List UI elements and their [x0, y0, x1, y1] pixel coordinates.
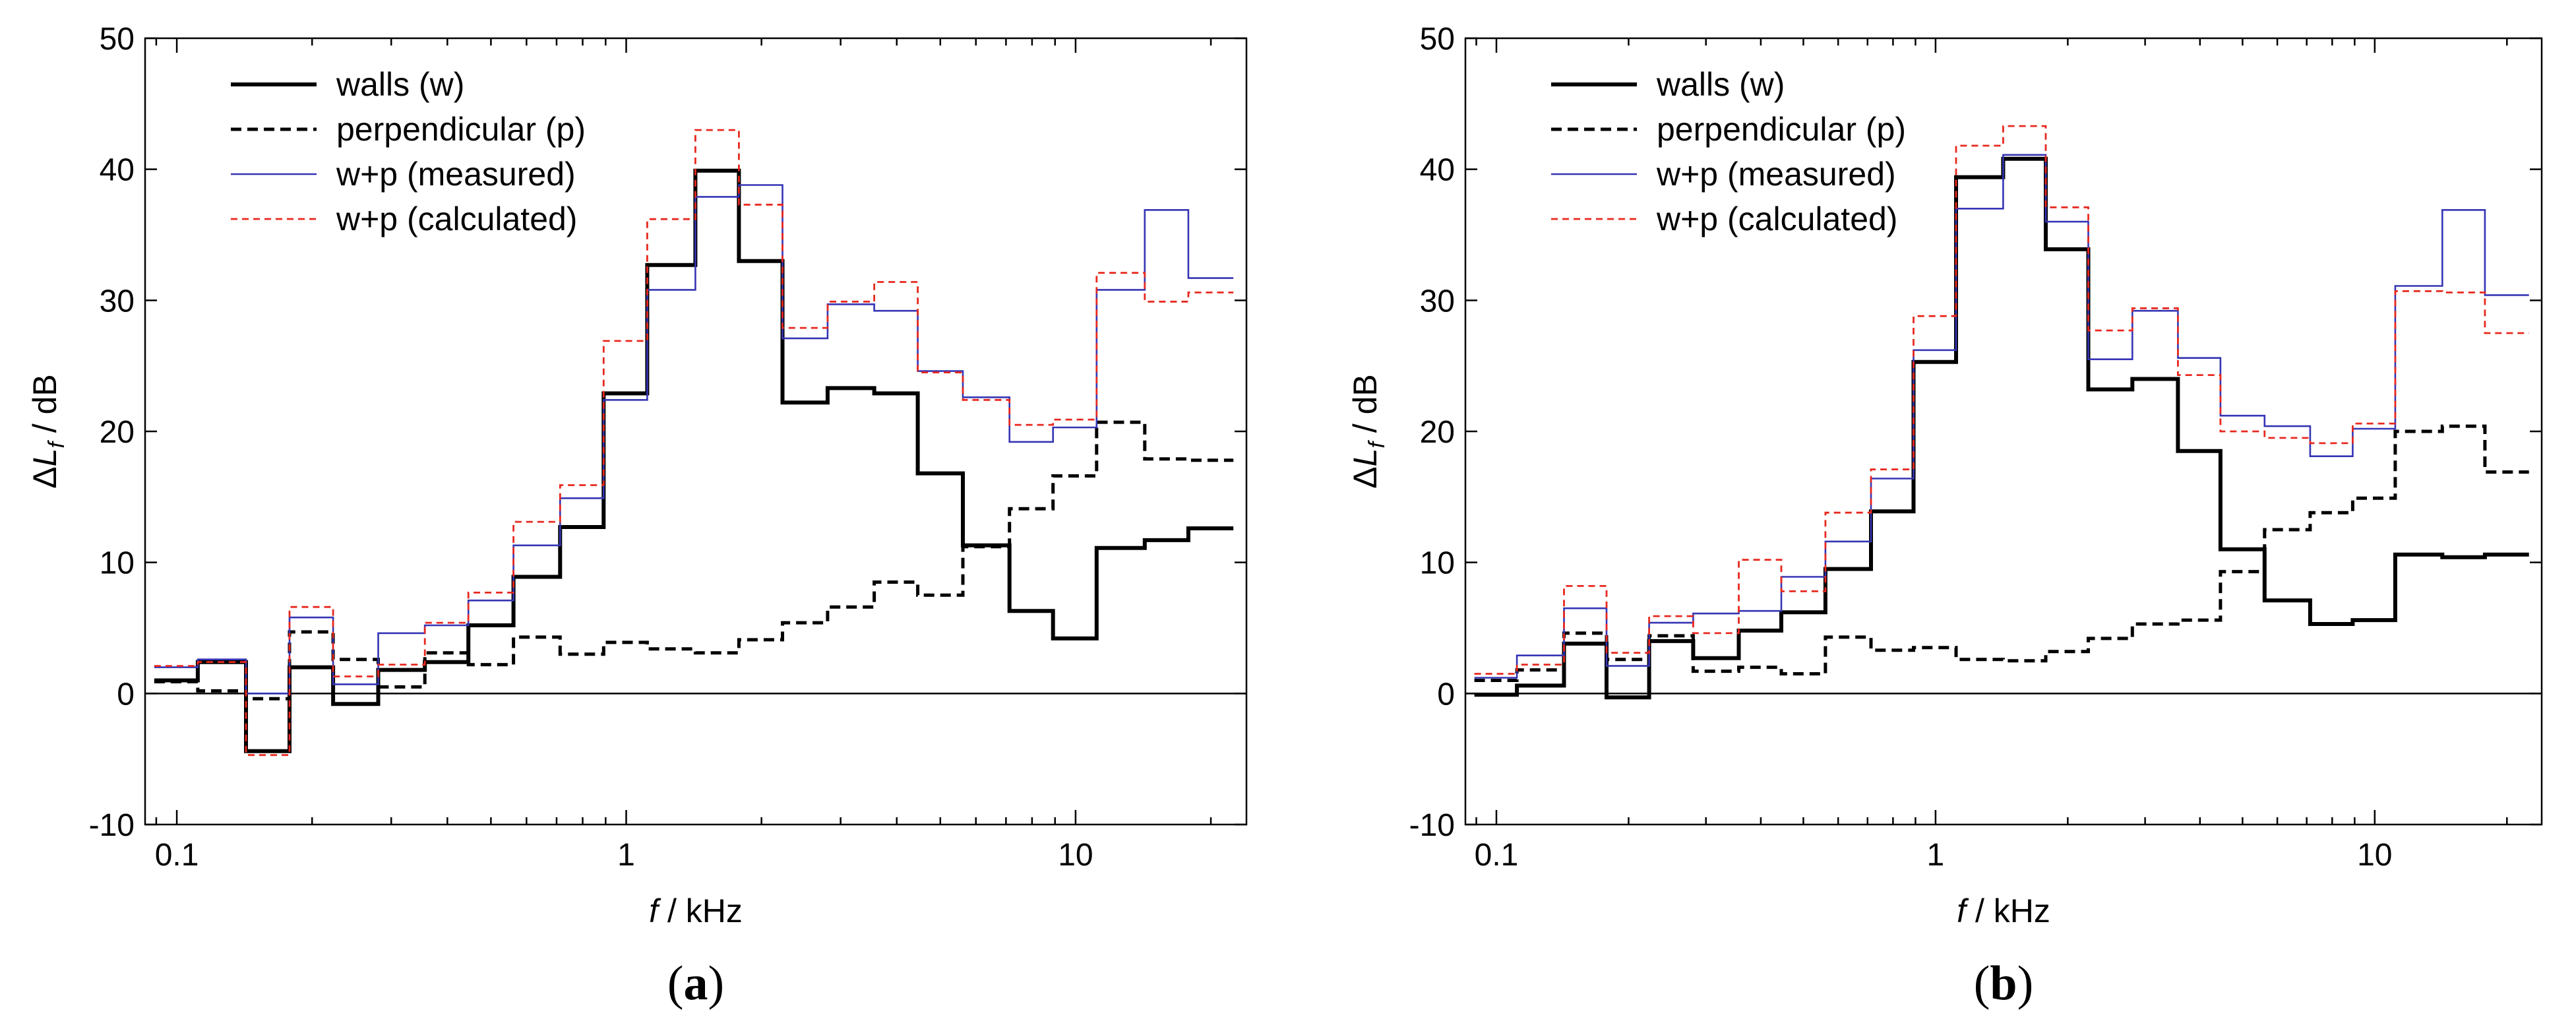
x-axis-label-unit: / kHz	[658, 892, 743, 929]
y-axis-label-variable: L	[1347, 449, 1384, 467]
legend-label-calculated: w+p (calculated)	[1656, 201, 1897, 237]
y-axis-label-unit: / dB	[26, 374, 63, 442]
legend-label-measured: w+p (measured)	[1656, 156, 1896, 193]
y-tick-label: 50	[100, 22, 135, 57]
y-axis-label: ΔLf / dB	[1347, 374, 1390, 489]
series-calculated-line	[1474, 125, 2529, 675]
series-measured-line	[154, 184, 1234, 695]
x-tick-label: 1	[1927, 838, 1945, 873]
panel-label-close-paren: )	[2017, 956, 2034, 1011]
x-axis-label: f / kHz	[649, 892, 743, 929]
panel-a: -10 0 10 20 30 40 50 0.1 1 10 walls (w) perpendicul…	[26, 22, 1248, 1011]
panel-label: (b)	[1974, 956, 2033, 1011]
x-tick-label: 0.1	[1475, 838, 1519, 873]
y-tick-label: 20	[1420, 415, 1455, 450]
panel-label: (a)	[667, 956, 724, 1011]
y-axis-label: ΔLf / dB	[26, 374, 69, 489]
panel-label-letter: b	[1990, 956, 2017, 1011]
panel-label-open-paren: (	[667, 956, 684, 1011]
legend-label-walls: walls (w)	[336, 66, 464, 103]
y-axis-label-delta: Δ	[1347, 466, 1384, 488]
panel-label-letter: a	[684, 956, 708, 1011]
x-axis-label: f / kHz	[1957, 892, 2050, 929]
legend-label-walls: walls (w)	[1656, 66, 1785, 103]
y-tick-label: 10	[100, 546, 135, 581]
y-tick-label: 30	[1420, 284, 1455, 319]
y-tick-label: 40	[1420, 153, 1455, 188]
x-tick-label: 10	[2357, 838, 2392, 873]
y-tick-label: 10	[1420, 546, 1455, 581]
y-axis-label-unit: / dB	[1347, 374, 1384, 442]
legend-label-perpendicular: perpendicular (p)	[1657, 111, 1906, 148]
y-axis-label-delta: Δ	[26, 466, 63, 488]
legend-label-calculated: w+p (calculated)	[336, 201, 577, 237]
panel-label-open-paren: (	[1974, 956, 1990, 1011]
y-tick-label: 40	[100, 153, 135, 188]
panel-b: -10 0 10 20 30 40 50 0.1 1 10 walls (w) perpendicul…	[1347, 22, 2543, 1011]
y-tick-label: 20	[100, 415, 135, 450]
y-tick-label: 30	[100, 284, 135, 319]
series-calculated-line	[154, 129, 1234, 757]
legend-label-perpendicular: perpendicular (p)	[336, 111, 586, 148]
x-axis-label-unit: / kHz	[1966, 892, 2050, 929]
x-tick-label: 10	[1058, 838, 1093, 873]
y-tick-label: 0	[1437, 677, 1455, 712]
y-axis-label-variable: L	[26, 449, 63, 467]
x-tick-label: 0.1	[155, 838, 199, 873]
y-tick-label: -10	[1409, 808, 1455, 843]
y-tick-label: 0	[117, 677, 135, 712]
legend-label-measured: w+p (measured)	[336, 156, 576, 193]
y-tick-label: 50	[1420, 22, 1455, 57]
x-tick-label: 1	[617, 838, 635, 873]
y-tick-label: -10	[89, 808, 135, 843]
panel-label-close-paren: )	[708, 956, 725, 1011]
